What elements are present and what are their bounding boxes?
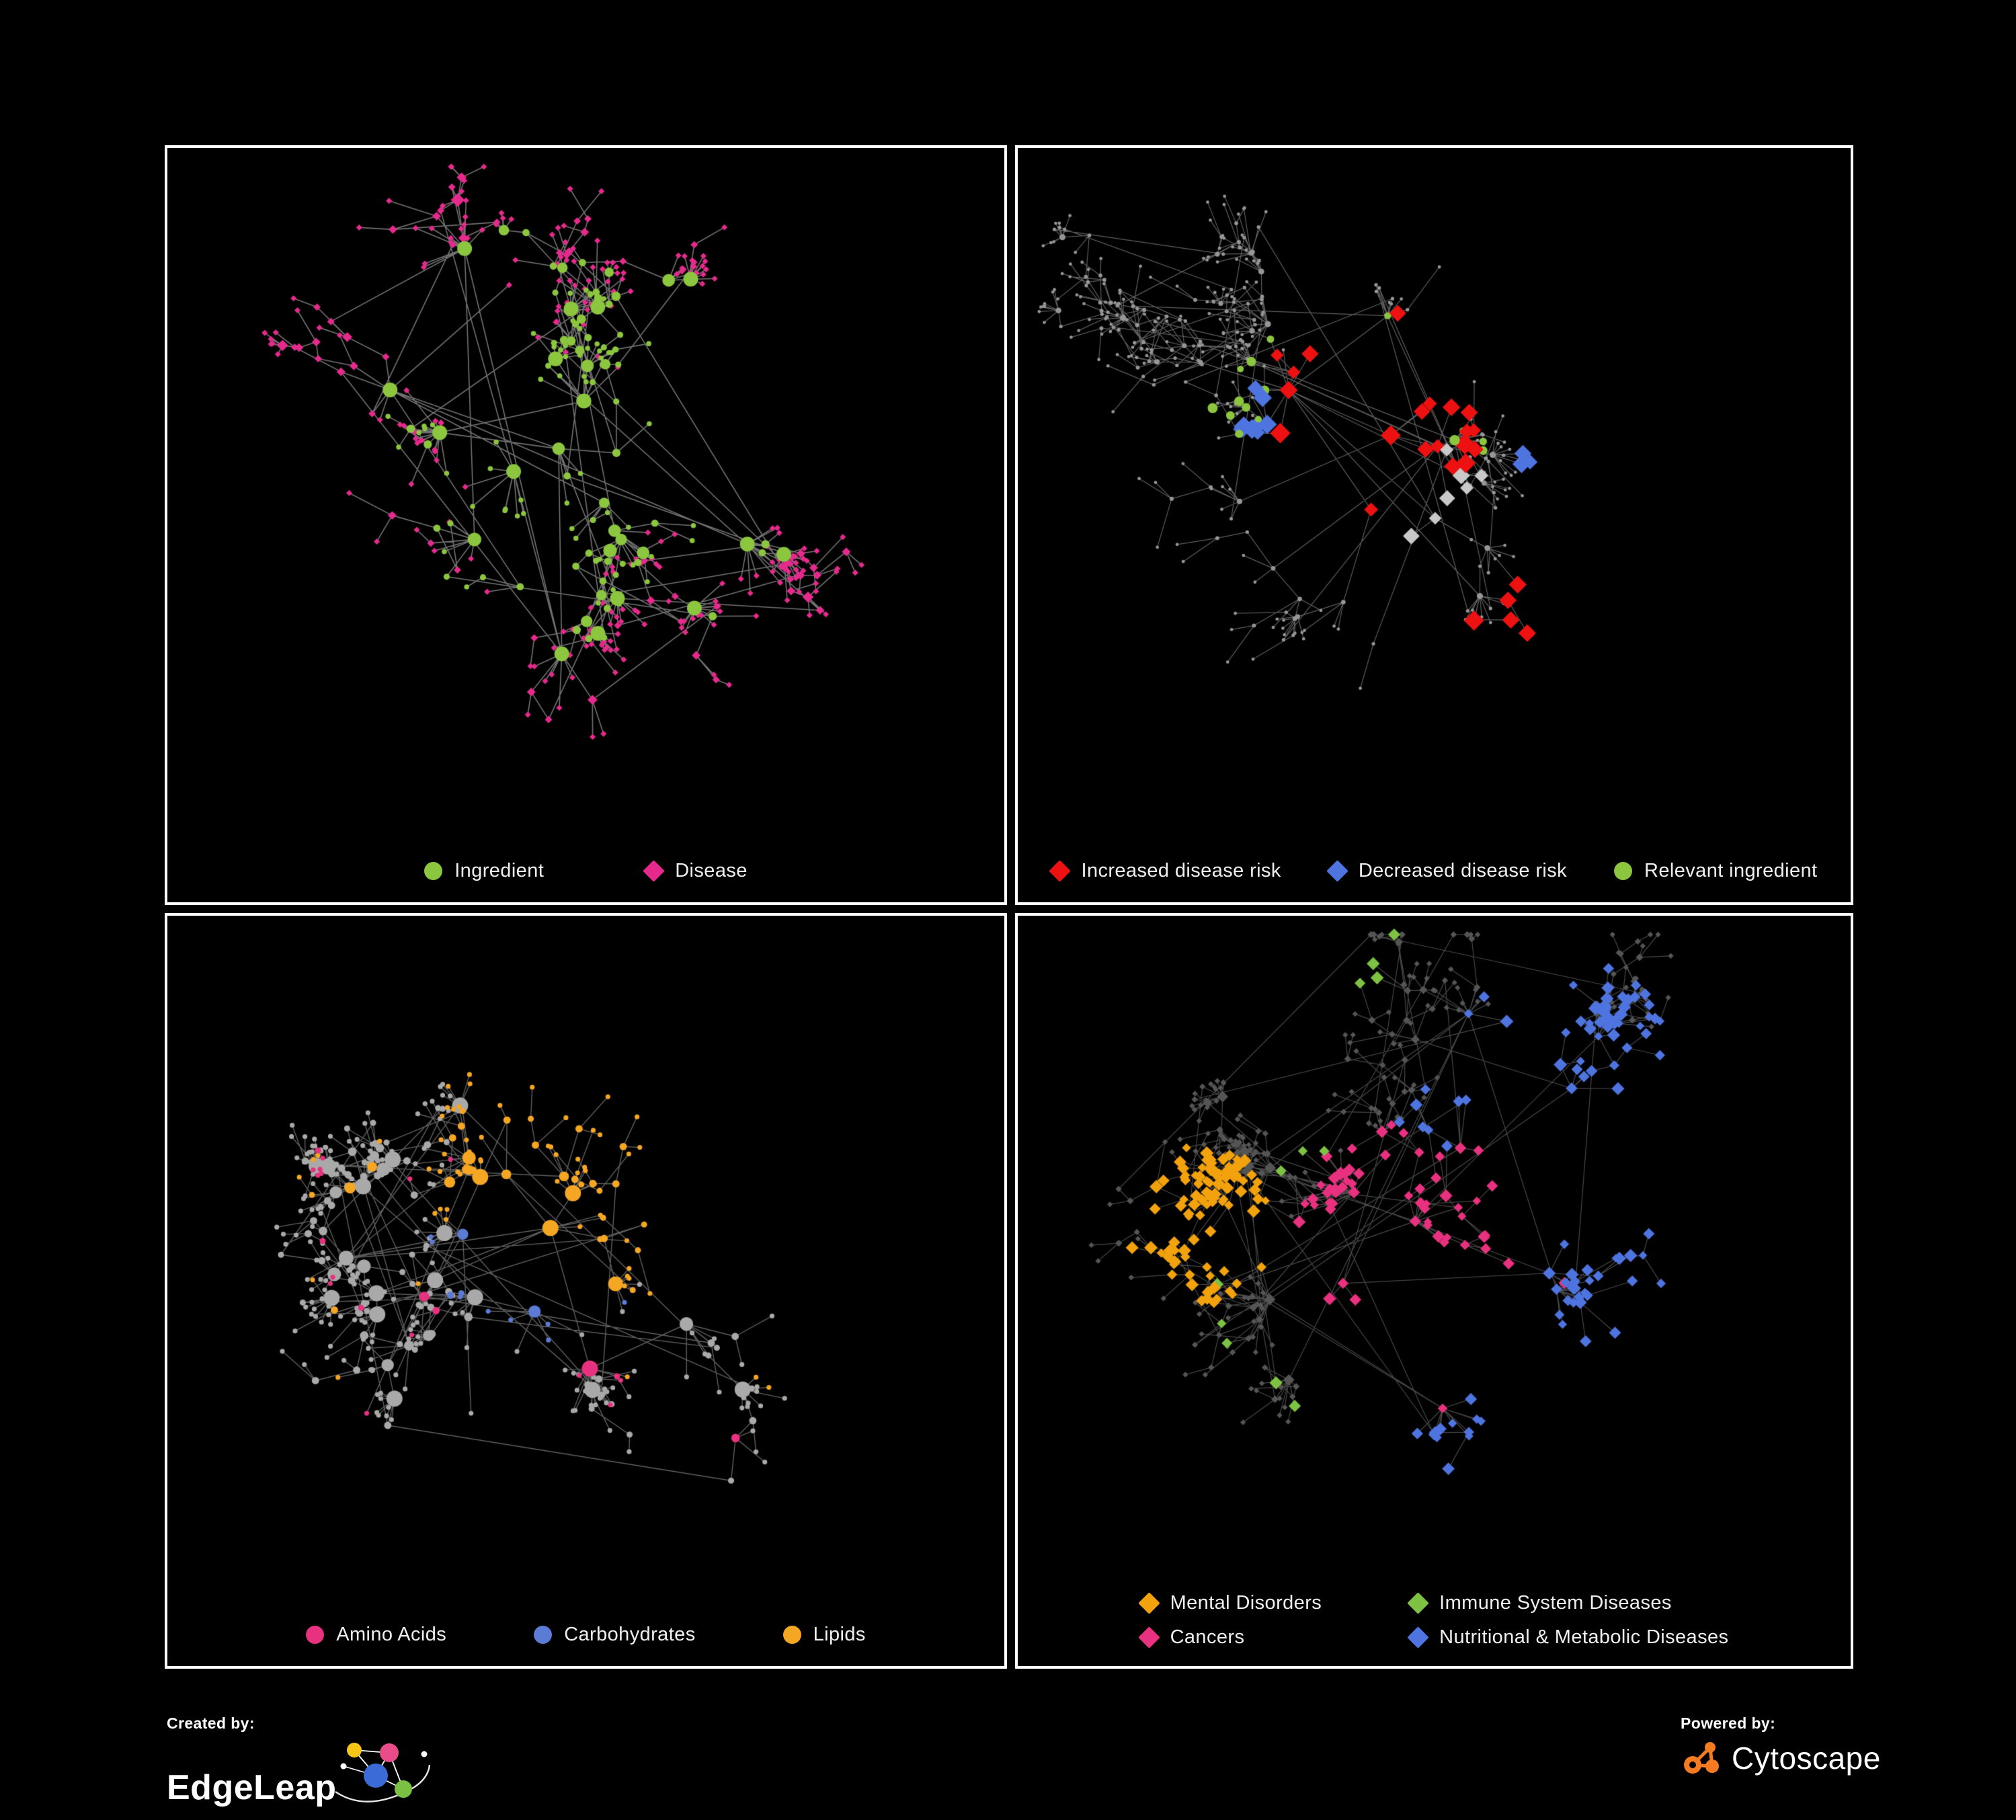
legend-item-mental-disorders: Mental Disorders [1137, 1592, 1322, 1614]
legend-item-cancers: Cancers [1137, 1626, 1322, 1649]
legend-label-lipids: Lipids [813, 1624, 866, 1645]
network-canvas-ingredient-disease [174, 155, 992, 823]
increased-risk-node-icon [1049, 860, 1072, 882]
legend-label-increased-risk: Increased disease risk [1081, 860, 1281, 881]
legend-label-cancers: Cancers [1170, 1626, 1245, 1648]
legend-label-relevant-ingredient: Relevant ingredient [1644, 860, 1818, 881]
panel-disease-categories: Mental Disorders Immune System Diseases … [1015, 913, 1853, 1669]
network-canvas-disease-categories [1024, 922, 1839, 1572]
nutritional-metabolic-node-icon [1407, 1626, 1429, 1649]
ingredient-node-icon [424, 862, 443, 880]
legend-label-disease: Disease [675, 860, 748, 881]
legend-item-carbohydrates: Carbohydrates [534, 1624, 695, 1646]
legend-label-decreased-risk: Decreased disease risk [1358, 860, 1568, 881]
legend-label-mental-disorders: Mental Disorders [1170, 1592, 1322, 1614]
cytoscape-brand-row: Cytoscape [1681, 1738, 1881, 1778]
created-by-label: Created by: [167, 1714, 255, 1732]
legend-item-relevant-ingredient: Relevant ingredient [1614, 860, 1817, 882]
decreased-risk-node-icon [1326, 860, 1348, 882]
legend-label-immune-diseases: Immune System Diseases [1439, 1592, 1672, 1614]
legend-item-increased-risk: Increased disease risk [1049, 860, 1281, 882]
legend-label-amino-acids: Amino Acids [336, 1624, 447, 1645]
network-canvas-disease-risk [1024, 155, 1839, 823]
powered-by-label: Powered by: [1681, 1714, 1776, 1732]
cancers-node-icon [1137, 1626, 1160, 1649]
legend-disease-risk: Increased disease risk Decreased disease… [1018, 860, 1851, 882]
legend-item-immune-diseases: Immune System Diseases [1407, 1592, 1728, 1614]
legend-item-decreased-risk: Decreased disease risk [1326, 860, 1568, 882]
legend-item-disease: Disease [643, 860, 748, 882]
edgeleap-wordmark: EdgeLeap [167, 1768, 337, 1807]
relevant-ingredient-node-icon [1614, 862, 1633, 880]
legend-nutrient-classes: Amino Acids Carbohydrates Lipids [167, 1624, 1004, 1646]
panel-disease-risk: Increased disease risk Decreased disease… [1015, 145, 1853, 905]
cytoscape-logo-icon [1684, 1742, 1719, 1774]
panel-nutrient-classes: Amino Acids Carbohydrates Lipids [165, 913, 1007, 1669]
legend-ingredient-disease: Ingredient Disease [167, 860, 1004, 882]
panel-ingredient-disease: Ingredient Disease [165, 145, 1007, 905]
footer-powered-by: Powered by: Cytoscape [1681, 1714, 1881, 1778]
legend-label-carbohydrates: Carbohydrates [564, 1624, 696, 1645]
edgeleap-logo-icon [334, 1743, 430, 1803]
mental-disorders-node-icon [1137, 1592, 1160, 1614]
legend-item-ingredient: Ingredient [424, 860, 544, 882]
disease-node-icon [643, 860, 665, 882]
legend-label-nutritional-metabolic: Nutritional & Metabolic Diseases [1439, 1626, 1729, 1648]
immune-diseases-node-icon [1407, 1592, 1429, 1614]
legend-item-amino-acids: Amino Acids [306, 1624, 446, 1646]
legend-label-ingredient: Ingredient [454, 860, 545, 881]
carbohydrates-node-icon [534, 1626, 553, 1644]
legend-disease-categories: Mental Disorders Immune System Diseases … [1018, 1592, 1851, 1649]
amino-acids-node-icon [306, 1626, 325, 1644]
network-canvas-nutrient-classes [174, 922, 992, 1587]
footer-created-by: Created by: EdgeLeap [167, 1714, 435, 1805]
edgeleap-brand-row: EdgeLeap [167, 1735, 435, 1805]
cytoscape-wordmark: Cytoscape [1732, 1741, 1881, 1776]
legend-item-lipids: Lipids [782, 1624, 866, 1646]
legend-item-nutritional-metabolic: Nutritional & Metabolic Diseases [1407, 1626, 1729, 1649]
lipids-node-icon [782, 1626, 801, 1644]
